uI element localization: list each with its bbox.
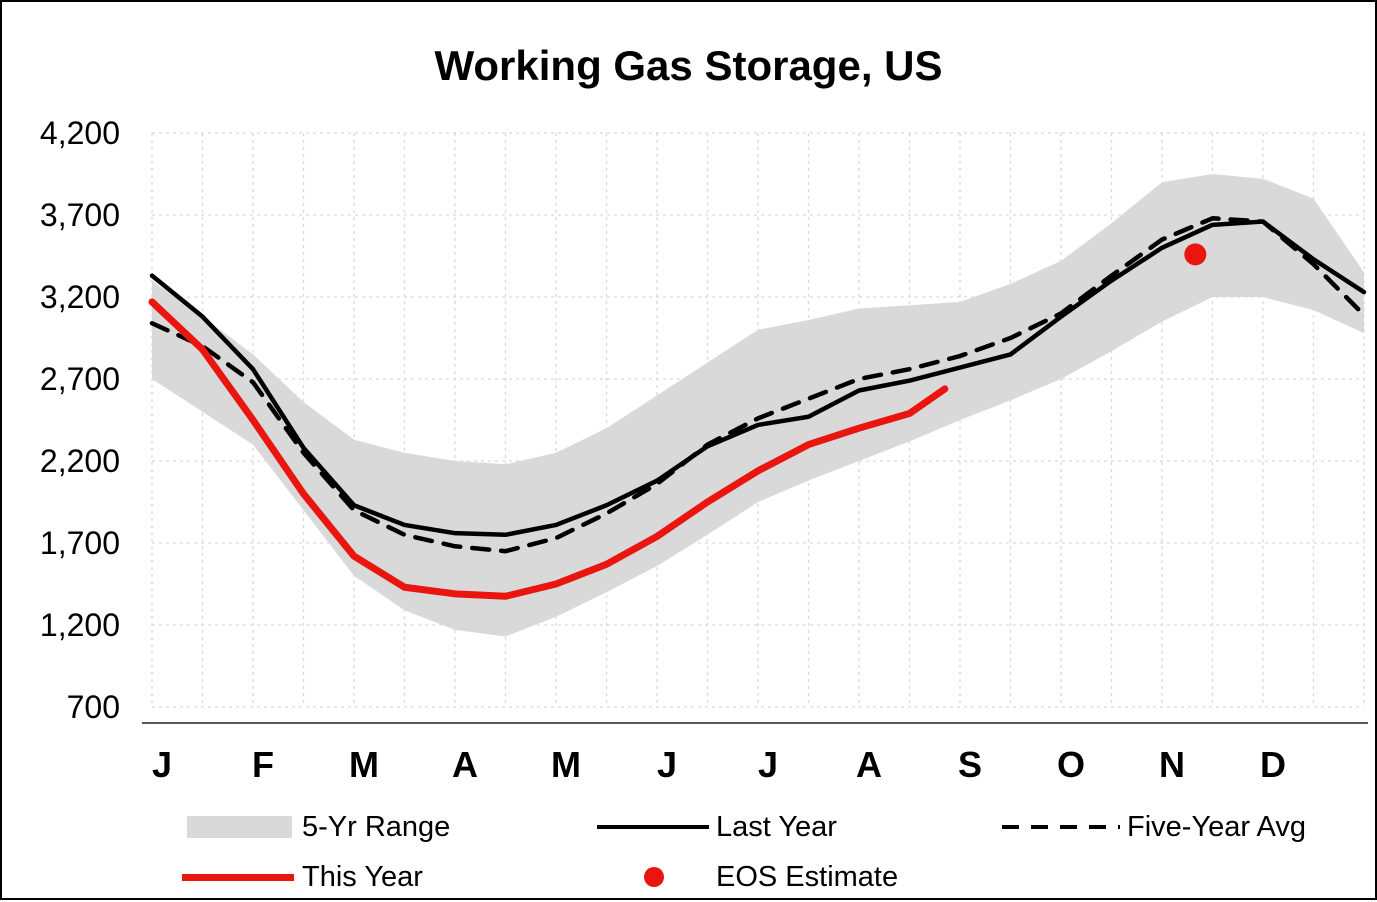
band-5yr-range [152,174,1364,637]
line-last-year [149,219,1367,538]
line-five-year-avg [149,216,1367,554]
y-tick-label: 2,200 [40,443,120,479]
y-tick-label: 2,700 [40,361,120,397]
line-this-year [148,298,949,600]
eos-estimate-dot [1184,243,1207,266]
legend-label-last-year: Last Year [716,810,837,843]
legend-label-5yr-range: 5-Yr Range [302,810,451,843]
chart-title: Working Gas Storage, US [434,42,943,89]
legend-item-this-year: This Year [182,858,423,896]
y-tick-label: 1,200 [40,607,120,643]
legend-label-eos-estimate: EOS Estimate [716,860,899,893]
y-tick-label: 4,200 [40,115,120,151]
solid-line-swatch-icon [597,825,709,829]
dashed-line-swatch-icon [1002,825,1120,829]
legend-item-eos-estimate: EOS Estimate [644,858,898,896]
y-tick-label: 1,700 [40,525,120,561]
x-month-label: J [758,744,778,785]
x-month-label: A [856,744,882,785]
band-swatch-icon [187,816,292,838]
y-tick-label: 3,700 [40,197,120,233]
red-dot-swatch-icon [644,867,664,887]
x-month-label: S [958,744,982,785]
x-month-label: O [1057,744,1085,785]
y-tick-label: 700 [67,689,120,725]
x-month-label: M [551,744,581,785]
x-month-label: A [452,744,478,785]
red-line-swatch-icon [182,873,294,881]
x-month-label: J [152,744,172,785]
x-month-label: M [349,744,379,785]
legend-label-five-year-avg: Five-Year Avg [1127,810,1306,843]
legend-item-last-year: Last Year [597,808,837,846]
x-month-label: N [1159,744,1185,785]
x-month-label: D [1260,744,1286,785]
legend-item-5yr-range: 5-Yr Range [187,808,450,846]
x-month-label: F [252,744,274,785]
x-month-label: J [657,744,677,785]
legend-label-this-year: This Year [302,860,423,893]
legend-item-five-year-avg: Five-Year Avg [1002,808,1306,846]
y-tick-label: 3,200 [40,279,120,315]
